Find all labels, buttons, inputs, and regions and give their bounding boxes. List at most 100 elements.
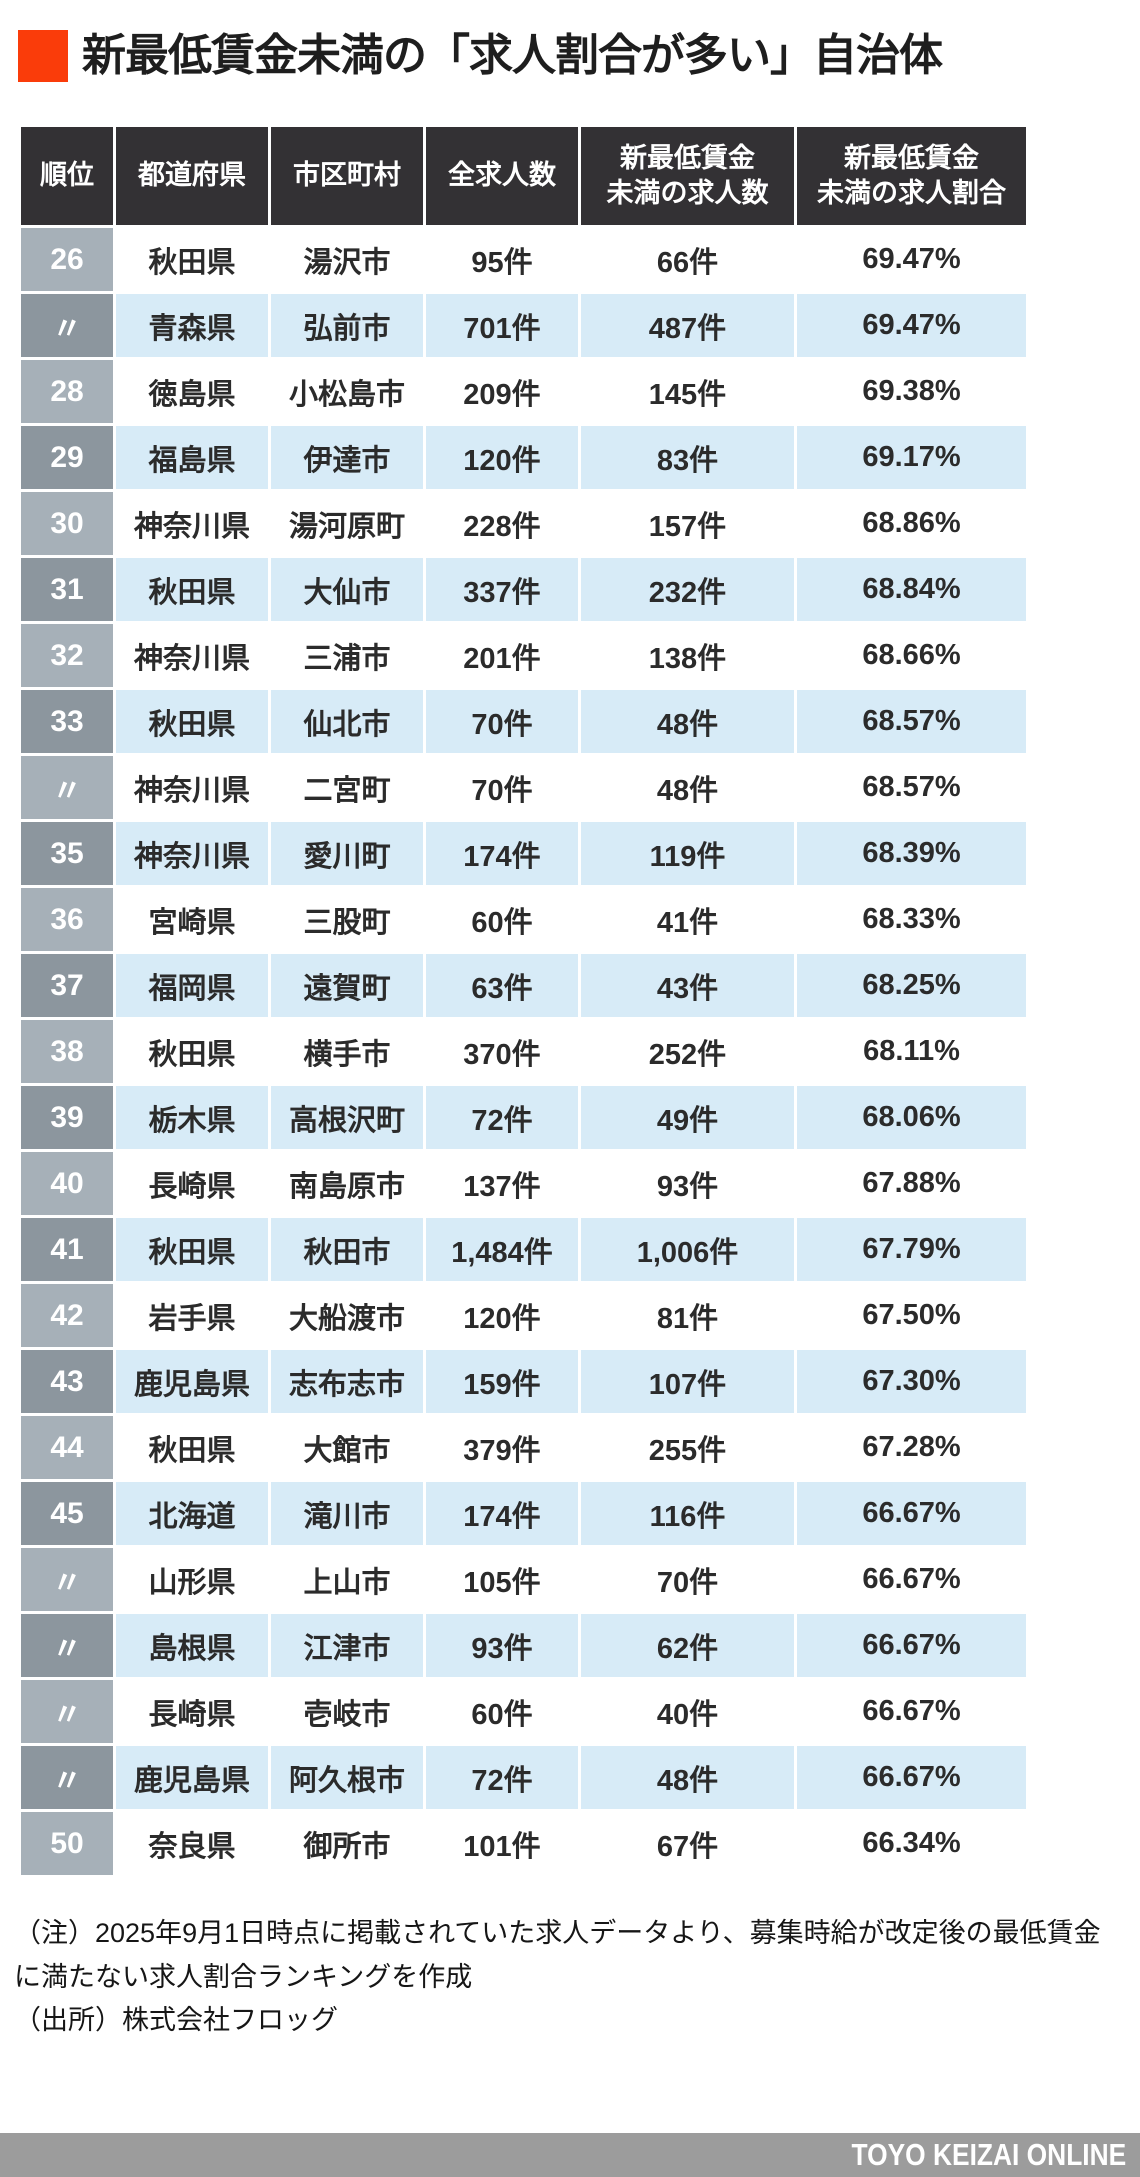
note-line: （注）2025年9月1日時点に掲載されていた求人データより、募集時給が改定後の最… [14,1918,1101,1992]
prefecture-cell: 神奈川県 [113,819,271,888]
table-row: 41 秋田県 秋田市 1,484件 1,006件 67.79% [18,1215,1029,1284]
below-min-jobs-cell: 93件 [578,1149,797,1218]
page-title: 新最低賃金未満の「求人割合が多い」自治体 [82,30,943,80]
table-row: 〃 長崎県 壱岐市 60件 40件 66.67% [18,1677,1029,1746]
below-min-ratio-cell: 69.38% [794,357,1029,426]
total-jobs-cell: 120件 [423,1281,581,1350]
prefecture-cell: 島根県 [113,1611,271,1680]
below-min-ratio-cell: 66.67% [794,1611,1029,1680]
below-min-jobs-cell: 487件 [578,291,797,360]
below-min-ratio-cell: 68.25% [794,951,1029,1020]
below-min-jobs-cell: 48件 [578,753,797,822]
municipality-cell: 上山市 [268,1545,426,1614]
rank-cell: 26 [18,225,116,294]
rank-cell: 43 [18,1347,116,1416]
table-row: 31 秋田県 大仙市 337件 232件 68.84% [18,555,1029,624]
total-jobs-cell: 209件 [423,357,581,426]
below-min-ratio-cell: 66.67% [794,1743,1029,1812]
total-jobs-cell: 228件 [423,489,581,558]
prefecture-cell: 福島県 [113,423,271,492]
below-min-ratio-cell: 68.33% [794,885,1029,954]
below-min-jobs-cell: 49件 [578,1083,797,1152]
total-jobs-cell: 701件 [423,291,581,360]
prefecture-cell: 長崎県 [113,1677,271,1746]
below-min-ratio-cell: 68.11% [794,1017,1029,1086]
below-min-jobs-cell: 48件 [578,1743,797,1812]
municipality-cell: 壱岐市 [268,1677,426,1746]
below-min-ratio-cell: 68.86% [794,489,1029,558]
prefecture-cell: 秋田県 [113,1413,271,1482]
prefecture-cell: 鹿児島県 [113,1743,271,1812]
total-jobs-cell: 72件 [423,1083,581,1152]
table-body: 26 秋田県 湯沢市 95件 66件 69.47% 〃 青森県 弘前市 701件… [18,225,1029,1878]
prefecture-cell: 神奈川県 [113,753,271,822]
total-jobs-cell: 201件 [423,621,581,690]
table-row: 44 秋田県 大館市 379件 255件 67.28% [18,1413,1029,1482]
prefecture-cell: 青森県 [113,291,271,360]
title-accent-square [18,30,68,82]
below-min-ratio-cell: 66.67% [794,1545,1029,1614]
prefecture-cell: 秋田県 [113,687,271,756]
table-row: 30 神奈川県 湯河原町 228件 157件 68.86% [18,489,1029,558]
total-jobs-cell: 105件 [423,1545,581,1614]
below-min-jobs-cell: 62件 [578,1611,797,1680]
municipality-cell: 御所市 [268,1809,426,1878]
prefecture-cell: 福岡県 [113,951,271,1020]
table-row: 〃 神奈川県 二宮町 70件 48件 68.57% [18,753,1029,822]
header-row: 順位 都道府県 市区町村 全求人数 新最低賃金 未満の求人数 新最低賃金 未満の… [18,124,1029,228]
below-min-ratio-cell: 67.79% [794,1215,1029,1284]
prefecture-cell: 秋田県 [113,1017,271,1086]
municipality-cell: 大仙市 [268,555,426,624]
below-min-ratio-cell: 69.47% [794,225,1029,294]
municipality-cell: 愛川町 [268,819,426,888]
below-min-ratio-cell: 67.50% [794,1281,1029,1350]
municipality-cell: 湯河原町 [268,489,426,558]
below-min-jobs-cell: 138件 [578,621,797,690]
prefecture-cell: 北海道 [113,1479,271,1548]
total-jobs-cell: 93件 [423,1611,581,1680]
below-min-jobs-cell: 145件 [578,357,797,426]
prefecture-cell: 徳島県 [113,357,271,426]
below-min-ratio-cell: 68.66% [794,621,1029,690]
source-line: （出所）株式会社フロッグ [14,2005,338,2036]
below-min-ratio-cell: 68.57% [794,687,1029,756]
prefecture-cell: 神奈川県 [113,621,271,690]
footer-bar: TOYO KEIZAI ONLINE [0,2133,1140,2177]
table-row: 43 鹿児島県 志布志市 159件 107件 67.30% [18,1347,1029,1416]
header-below-min-ratio: 新最低賃金 未満の求人割合 [794,124,1029,228]
below-min-jobs-cell: 107件 [578,1347,797,1416]
table-row: 37 福岡県 遠賀町 63件 43件 68.25% [18,951,1029,1020]
table-row: 29 福島県 伊達市 120件 83件 69.17% [18,423,1029,492]
below-min-ratio-cell: 66.67% [794,1677,1029,1746]
table-row: 〃 山形県 上山市 105件 70件 66.67% [18,1545,1029,1614]
rank-cell: 〃 [18,1677,116,1746]
below-min-jobs-cell: 66件 [578,225,797,294]
below-min-jobs-cell: 70件 [578,1545,797,1614]
below-min-jobs-cell: 67件 [578,1809,797,1878]
table-row: 35 神奈川県 愛川町 174件 119件 68.39% [18,819,1029,888]
total-jobs-cell: 70件 [423,753,581,822]
table-row: 39 栃木県 高根沢町 72件 49件 68.06% [18,1083,1029,1152]
below-min-ratio-cell: 67.30% [794,1347,1029,1416]
below-min-jobs-cell: 40件 [578,1677,797,1746]
total-jobs-cell: 60件 [423,885,581,954]
rank-cell: 〃 [18,291,116,360]
prefecture-cell: 長崎県 [113,1149,271,1218]
header-prefecture: 都道府県 [113,124,271,228]
prefecture-cell: 宮崎県 [113,885,271,954]
municipality-cell: 伊達市 [268,423,426,492]
total-jobs-cell: 95件 [423,225,581,294]
total-jobs-cell: 370件 [423,1017,581,1086]
municipality-cell: 秋田市 [268,1215,426,1284]
total-jobs-cell: 101件 [423,1809,581,1878]
municipality-cell: 遠賀町 [268,951,426,1020]
municipality-cell: 三浦市 [268,621,426,690]
rank-cell: 〃 [18,1545,116,1614]
rank-cell: 50 [18,1809,116,1878]
below-min-ratio-cell: 67.88% [794,1149,1029,1218]
municipality-cell: 大館市 [268,1413,426,1482]
table-row: 〃 青森県 弘前市 701件 487件 69.47% [18,291,1029,360]
table-row: 50 奈良県 御所市 101件 67件 66.34% [18,1809,1029,1878]
rank-cell: 32 [18,621,116,690]
total-jobs-cell: 159件 [423,1347,581,1416]
